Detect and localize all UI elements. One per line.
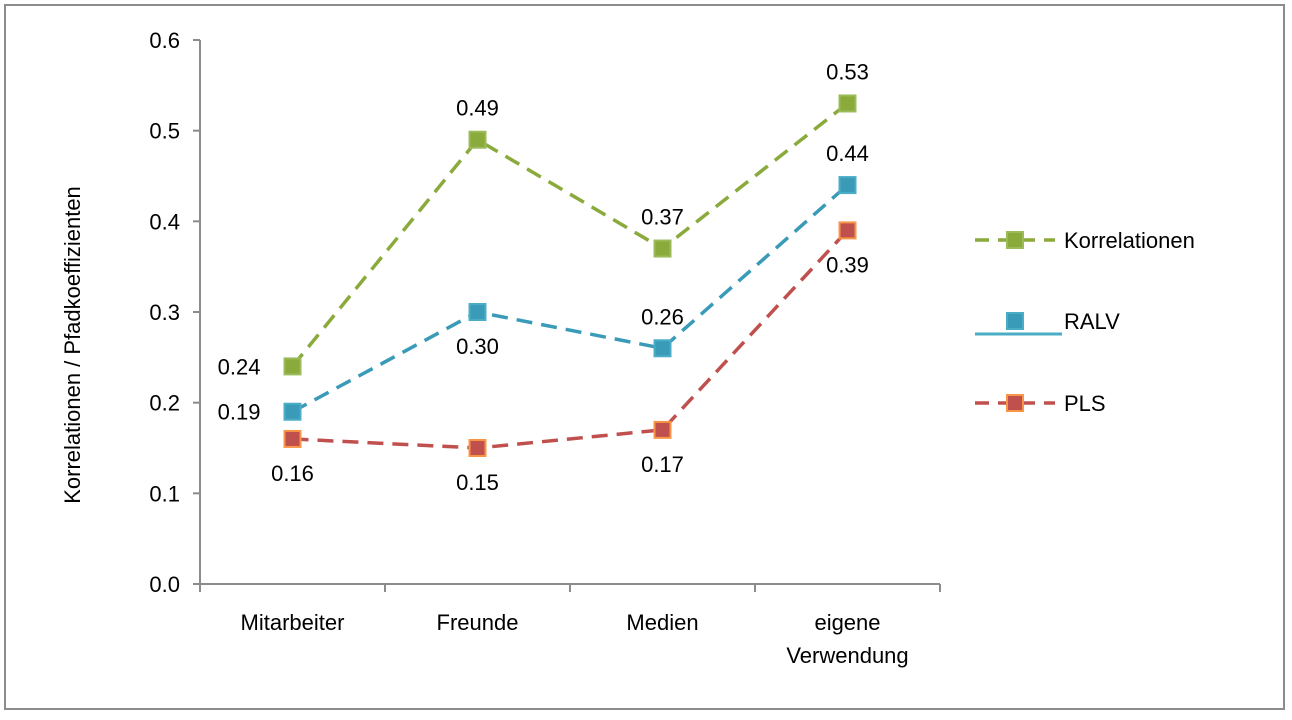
data-point-ralv xyxy=(838,176,857,195)
data-label: 0.26 xyxy=(641,304,684,329)
legend-label: PLS xyxy=(1064,391,1106,416)
data-point-korrelationen xyxy=(838,94,857,113)
y-tick-label: 0.2 xyxy=(149,391,180,416)
x-tick-label: eigene Verwendung xyxy=(786,610,908,668)
data-point-ralv xyxy=(283,402,302,421)
data-label: 0.17 xyxy=(641,452,684,477)
y-tick-label: 0.1 xyxy=(149,481,180,506)
legend-entry-pls: PLS xyxy=(975,391,1106,416)
data-point-ralv xyxy=(653,339,672,358)
legend-entry-ralv: RALV xyxy=(975,309,1120,336)
data-label: 0.49 xyxy=(456,96,499,121)
y-tick-label: 0.5 xyxy=(149,119,180,144)
chart-frame xyxy=(4,4,1285,710)
data-label: 0.37 xyxy=(641,205,684,230)
x-tick-label: Freunde xyxy=(437,610,519,635)
legend-entry-korrelationen: Korrelationen xyxy=(975,228,1195,253)
y-tick-label: 0.6 xyxy=(149,28,180,53)
y-tick-label: 0.4 xyxy=(149,209,180,234)
data-label: 0.39 xyxy=(826,252,869,277)
data-point-pls xyxy=(653,420,672,439)
axes: 0.0 0.1 0.2 0.3 0.4 0.5 0.6 Mitarbeiter Freunde M… xyxy=(149,28,941,668)
data-point-korrelationen xyxy=(283,357,302,376)
series-line-ralv xyxy=(291,183,849,414)
data-label: 0.30 xyxy=(456,334,499,359)
series-lines xyxy=(291,102,849,450)
data-label: 0.24 xyxy=(218,354,261,379)
x-tick-label: Medien xyxy=(626,610,698,635)
y-tick-label: 0.0 xyxy=(149,572,180,597)
legend: Korrelationen RALV PLS xyxy=(975,228,1195,416)
x-tick-label: Mitarbeiter xyxy=(241,610,345,635)
data-label: 0.16 xyxy=(271,461,314,486)
y-tick-label: 0.3 xyxy=(149,300,180,325)
legend-marker xyxy=(1006,231,1024,249)
data-label: 0.15 xyxy=(456,470,499,495)
data-label: 0.44 xyxy=(826,141,869,166)
legend-label: RALV xyxy=(1064,309,1120,334)
data-point-korrelationen xyxy=(468,130,487,149)
data-labels: 0.24 0.49 0.37 0.53 0.19 0.30 0.26 0.44 0.16 0.15… xyxy=(218,59,869,495)
data-label: 0.19 xyxy=(218,400,261,425)
data-label: 0.53 xyxy=(826,59,869,84)
data-point-korrelationen xyxy=(653,239,672,258)
legend-label: Korrelationen xyxy=(1064,228,1195,253)
data-point-pls xyxy=(838,221,857,240)
series-line-pls xyxy=(292,229,849,450)
legend-marker xyxy=(1006,312,1024,330)
series-markers xyxy=(283,94,857,457)
y-axis-label: Korrelationen / Pfadkoeffizienten xyxy=(60,186,85,504)
data-point-ralv xyxy=(468,303,487,321)
data-point-pls xyxy=(283,429,302,448)
legend-marker xyxy=(1006,394,1024,412)
data-point-pls xyxy=(468,439,487,457)
